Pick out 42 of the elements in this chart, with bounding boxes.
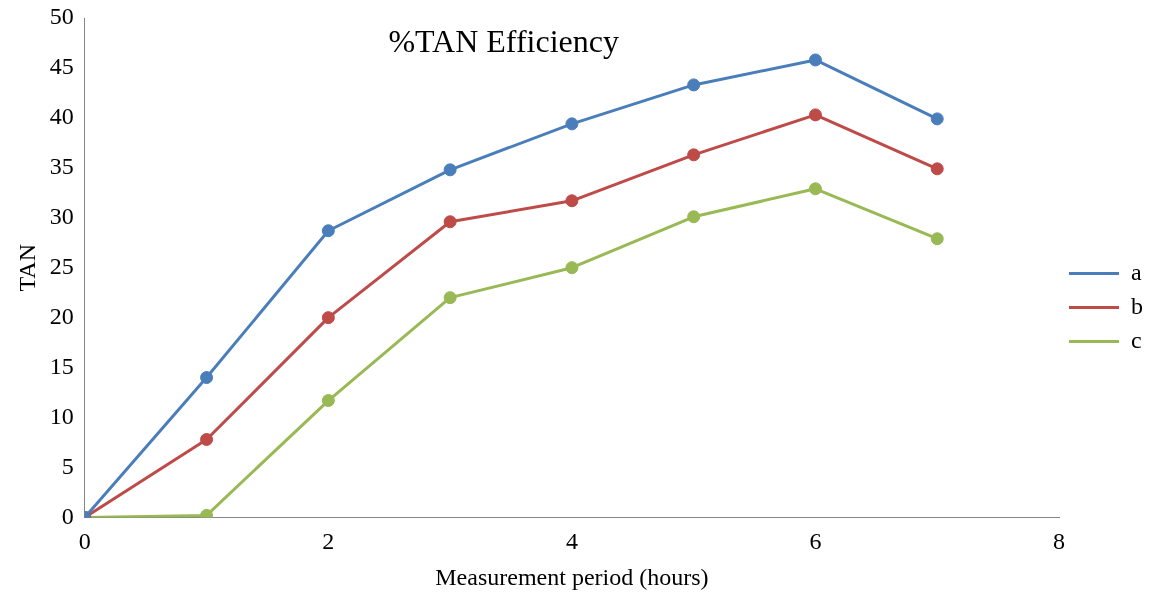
point xyxy=(930,112,944,126)
point xyxy=(200,432,214,446)
point xyxy=(321,394,335,408)
x-tick-label: 4 xyxy=(565,528,578,555)
point xyxy=(443,215,457,229)
y-tick-label: 15 xyxy=(49,352,74,379)
point xyxy=(687,210,701,224)
y-tick-label: 20 xyxy=(49,302,74,329)
point xyxy=(200,371,214,385)
y-tick-label: 50 xyxy=(49,3,74,30)
point xyxy=(808,53,822,67)
point xyxy=(443,163,457,177)
point xyxy=(565,117,579,131)
x-tick-label: 2 xyxy=(322,528,335,555)
point xyxy=(565,261,579,275)
point xyxy=(565,194,579,208)
legend-label: c xyxy=(1131,326,1142,353)
point xyxy=(321,224,335,238)
point xyxy=(808,108,822,122)
legend-label: a xyxy=(1131,258,1142,285)
y-tick-label: 45 xyxy=(49,53,74,80)
point xyxy=(930,232,944,246)
y-tick-label: 35 xyxy=(49,153,74,180)
point xyxy=(687,78,701,92)
y-tick-label: 0 xyxy=(61,502,74,529)
x-tick-label: 0 xyxy=(78,528,91,555)
point xyxy=(443,291,457,305)
y-tick-label: 25 xyxy=(49,253,74,279)
y-tick-label: 10 xyxy=(49,402,74,429)
point xyxy=(808,182,822,196)
legend-label: b xyxy=(1131,292,1143,319)
x-axis-title: Measurement period (hours) xyxy=(435,563,709,590)
chart-title: %TAN Efficiency xyxy=(388,23,619,60)
y-axis-title: TAN xyxy=(13,244,40,292)
y-tick-label: 5 xyxy=(61,452,74,479)
y-tick-label: 30 xyxy=(49,203,74,230)
x-tick-label: 8 xyxy=(1053,528,1065,555)
point xyxy=(321,311,335,325)
point xyxy=(930,162,944,176)
point xyxy=(687,148,701,162)
x-tick-label: 6 xyxy=(809,528,822,555)
y-tick-label: 40 xyxy=(49,103,74,130)
